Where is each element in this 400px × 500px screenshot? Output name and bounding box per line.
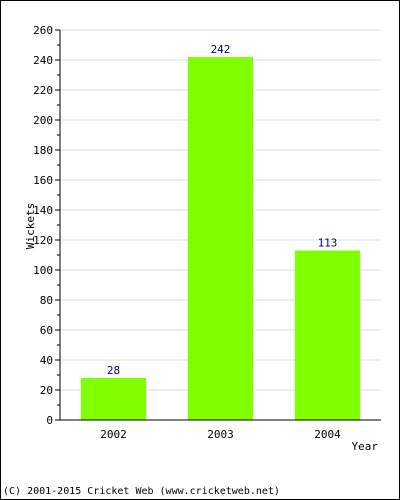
y-tick-label: 120 [33,234,53,247]
data-labels: 28 242 113 [107,43,338,377]
y-tick-label: 260 [33,24,53,37]
y-tick-label: 100 [33,264,53,277]
y-tick-label: 160 [33,174,53,187]
data-label: 242 [211,43,231,56]
y-tick-label: 60 [40,324,53,337]
y-tick-label: 0 [46,414,53,427]
y-tick-label: 20 [40,384,53,397]
x-tick-label: 2004 [314,428,341,441]
y-tick-labels: 0 20 40 60 80 100 120 140 160 180 200 220 240 260 [33,24,53,427]
y-tick-label: 180 [33,144,53,157]
bar-2003 [187,57,254,420]
y-tick-label: 80 [40,294,53,307]
x-axis-label: Year [352,440,379,453]
x-tick-labels: 2002 2003 2004 [100,428,341,441]
y-tick-label: 140 [33,204,53,217]
copyright-credit: (C) 2001-2015 Cricket Web (www.cricketwe… [3,486,280,497]
y-axis-label: Wickets [24,203,37,249]
bars [80,57,361,420]
bar-2004 [294,250,361,420]
x-tick-label: 2002 [100,428,127,441]
y-tick-label: 40 [40,354,53,367]
x-tick-label: 2003 [207,428,234,441]
y-tick-label: 240 [33,54,53,67]
bar-2002 [80,378,147,420]
data-label: 28 [107,364,120,377]
data-label: 113 [318,237,338,250]
y-tick-label: 200 [33,114,53,127]
y-tick-label: 220 [33,84,53,97]
y-ticks [55,29,60,421]
